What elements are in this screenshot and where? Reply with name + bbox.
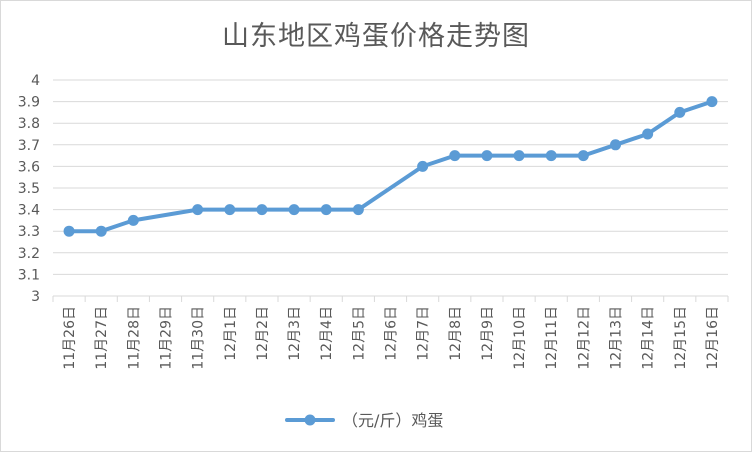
data-point [610,139,621,151]
x-tick-label: 12月4日 [319,306,335,361]
x-tick-label: 12月13日 [609,306,625,370]
x-tick-label: 11月30日 [191,306,207,370]
data-point [449,150,461,162]
y-tick-label: 3.3 [18,224,40,240]
y-tick-label: 3.5 [18,181,40,197]
data-point [127,214,139,226]
x-tick-label: 12月3日 [287,306,303,361]
x-tick-label: 12月14日 [641,306,657,370]
x-tick-label: 12月7日 [416,306,432,361]
x-tick-label: 12月10日 [512,306,528,370]
chart-title: 山东地区鸡蛋价格走势图 [222,21,530,52]
y-tick-label: 3.8 [18,116,40,132]
y-tick-label: 3.2 [18,246,40,262]
y-tick-label: 3.6 [18,159,40,175]
x-tick-label: 12月11日 [544,306,560,370]
x-tick-label: 12月1日 [223,306,239,361]
data-point [706,96,718,108]
data-point [95,225,107,237]
data-point [352,204,364,216]
x-tick-label: 12月5日 [351,306,367,361]
series-layer [63,96,718,237]
x-tick-label: 12月12日 [576,306,592,370]
data-point [545,150,557,162]
data-point [224,204,236,216]
legend: （元/斤）鸡蛋 [285,411,443,430]
x-tick-label: 12月2日 [255,306,271,361]
data-point [63,225,75,237]
data-point [577,150,589,162]
x-tick-label: 12月16日 [705,306,721,370]
y-tick-label: 3.1 [18,267,40,283]
data-point [513,150,525,162]
x-tick-label: 12月8日 [448,306,464,361]
x-tick-label: 12月15日 [673,306,689,370]
x-tick-label: 11月27日 [94,306,110,370]
x-tick-label: 11月29日 [159,306,175,370]
data-point [192,204,204,216]
y-tick-label: 4 [31,73,40,89]
x-tick-label: 12月9日 [480,306,496,361]
data-point [674,106,686,118]
x-tick-label: 11月26日 [62,306,78,370]
data-point [288,204,300,216]
x-tick-label: 12月6日 [384,306,400,361]
x-axis: 11月26日 11月27日 11月28日 11月29日 11月30日 12月1日 12月2日… [52,296,729,370]
y-tick-label: 3 [31,289,40,305]
data-point [481,150,493,162]
legend-label: （元/斤）鸡蛋 [342,411,443,430]
legend-marker [304,414,316,426]
x-tick-label: 11月28日 [126,306,142,370]
data-point [320,204,332,216]
data-point [417,160,429,172]
y-tick-label: 3.4 [18,203,40,219]
data-point [642,128,654,140]
data-point [256,204,268,216]
y-axis: 3 3.1 3.2 3.3 3.4 3.5 3.6 3.7 3.8 3.9 4 [18,73,40,305]
y-tick-label: 3.7 [18,138,40,154]
y-tick-label: 3.9 [18,95,40,111]
